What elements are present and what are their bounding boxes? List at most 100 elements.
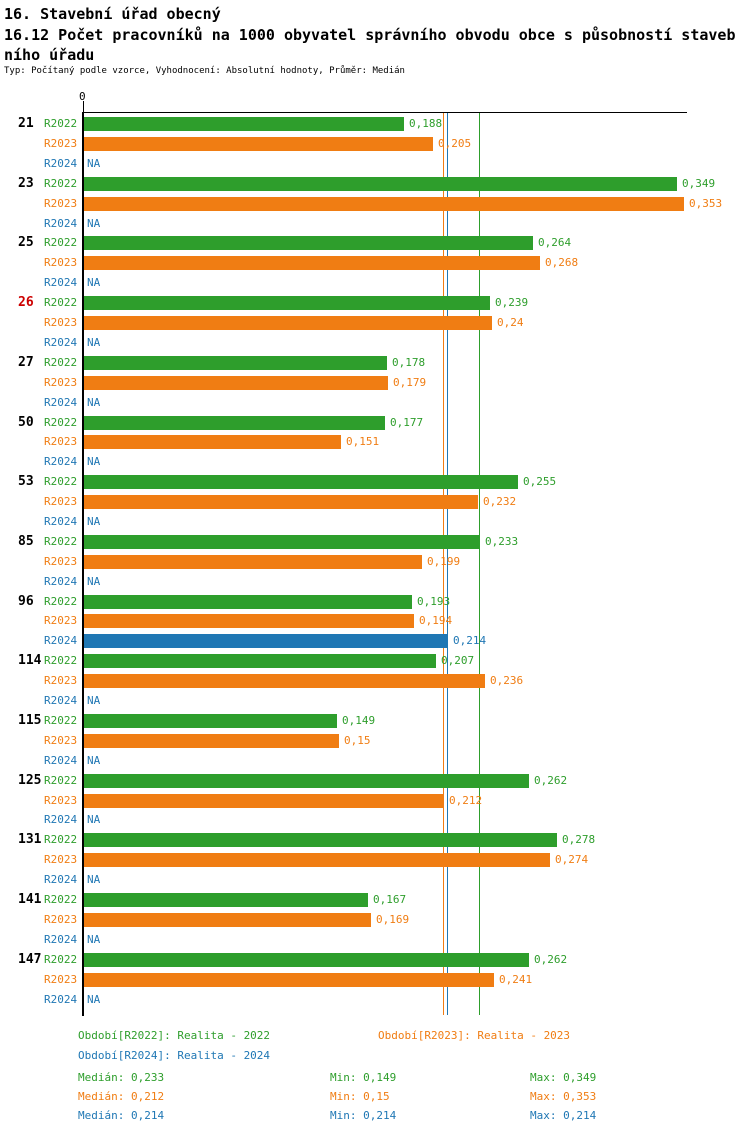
series-label-r2022: R2022 [44, 416, 78, 429]
stat-max-r2022: Max: 0,349 [530, 1071, 597, 1084]
bar-value-label: 0,262 [534, 774, 568, 787]
series-label-r2024: R2024 [44, 276, 78, 289]
na-label: NA [87, 157, 101, 170]
series-label-r2024: R2024 [44, 933, 78, 946]
na-label: NA [87, 754, 101, 767]
series-label-r2022: R2022 [44, 774, 78, 787]
series-label-r2022: R2022 [44, 654, 78, 667]
na-label: NA [87, 276, 101, 289]
stat-max-r2023: Max: 0,353 [530, 1090, 597, 1103]
bar-value-label: 0,239 [495, 296, 529, 309]
series-label-r2022: R2022 [44, 236, 78, 249]
bar-r2023 [84, 495, 478, 509]
bar-value-label: 0,151 [346, 435, 380, 448]
median-line-r2022 [479, 113, 480, 1015]
na-label: NA [87, 813, 101, 826]
series-label-r2022: R2022 [44, 893, 78, 906]
group-id-label: 114 [18, 653, 42, 668]
group-id-label: 50 [18, 415, 34, 430]
group-id-label: 85 [18, 534, 34, 549]
na-label: NA [87, 694, 101, 707]
bar-r2022 [84, 774, 529, 788]
series-label-r2023: R2023 [44, 614, 78, 627]
bar-r2023 [84, 674, 485, 688]
legend-r2024: Období[R2024]: Realita - 2024 [78, 1049, 271, 1062]
na-label: NA [87, 993, 101, 1006]
group-id-label: 23 [18, 176, 34, 191]
group-id-label: 141 [18, 892, 42, 907]
series-label-r2022: R2022 [44, 595, 78, 608]
series-label-r2024: R2024 [44, 873, 78, 886]
bar-value-label: 0,255 [523, 475, 557, 488]
na-label: NA [87, 575, 101, 588]
page-subtitle-line2: ního úřadu [4, 46, 95, 64]
series-label-r2024: R2024 [44, 813, 78, 826]
bar-r2022 [84, 117, 404, 131]
bar-value-label: 0,212 [449, 794, 483, 807]
page-subtitle-line1: 16.12 Počet pracovníků na 1000 obyvatel … [4, 26, 736, 44]
series-label-r2022: R2022 [44, 714, 78, 727]
na-label: NA [87, 217, 101, 230]
bar-r2023 [84, 435, 341, 449]
group-id-label: 115 [18, 713, 42, 728]
bar-r2022 [84, 236, 533, 250]
series-label-r2023: R2023 [44, 555, 78, 568]
series-label-r2023: R2023 [44, 973, 78, 986]
legend-r2022: Období[R2022]: Realita - 2022 [78, 1029, 271, 1042]
bar-value-label: 0,177 [390, 416, 424, 429]
group-id-label: 131 [18, 832, 42, 847]
bar-r2022 [84, 595, 412, 609]
bar-value-label: 0,207 [441, 654, 475, 667]
bar-r2022 [84, 714, 337, 728]
bar-r2023 [84, 614, 414, 628]
series-label-r2023: R2023 [44, 913, 78, 926]
stat-median-r2024: Medián: 0,214 [78, 1109, 165, 1122]
series-label-r2022: R2022 [44, 833, 78, 846]
group-id-label: 96 [18, 594, 34, 609]
bar-value-label: 0,262 [534, 953, 568, 966]
series-label-r2023: R2023 [44, 256, 78, 269]
bar-r2022 [84, 953, 529, 967]
group-id-label: 27 [18, 355, 34, 370]
bar-r2022 [84, 356, 387, 370]
bar-r2022 [84, 535, 480, 549]
bar-r2024 [84, 634, 448, 648]
series-label-r2022: R2022 [44, 117, 78, 130]
stat-max-r2024: Max: 0,214 [530, 1109, 597, 1122]
bar-r2023 [84, 973, 494, 987]
series-label-r2023: R2023 [44, 853, 78, 866]
group-id-label: 21 [18, 116, 34, 131]
group-id-label: 147 [18, 952, 42, 967]
stat-min-r2023: Min: 0,15 [330, 1090, 390, 1103]
series-label-r2023: R2023 [44, 316, 78, 329]
bar-value-label: 0,193 [417, 595, 451, 608]
bar-value-label: 0,349 [682, 177, 716, 190]
series-label-r2022: R2022 [44, 177, 78, 190]
bar-r2023 [84, 256, 540, 270]
stat-median-r2022: Medián: 0,233 [78, 1071, 165, 1084]
stat-median-r2023: Medián: 0,212 [78, 1090, 165, 1103]
na-label: NA [87, 933, 101, 946]
series-label-r2024: R2024 [44, 575, 78, 588]
bar-r2022 [84, 177, 677, 191]
series-label-r2023: R2023 [44, 137, 78, 150]
series-label-r2024: R2024 [44, 396, 78, 409]
bar-r2022 [84, 833, 557, 847]
axis-tick [83, 101, 84, 112]
bar-value-label: 0,205 [438, 137, 472, 150]
series-label-r2022: R2022 [44, 535, 78, 548]
bar-value-label: 0,199 [427, 555, 461, 568]
bar-value-label: 0,179 [393, 376, 427, 389]
series-label-r2022: R2022 [44, 953, 78, 966]
x-axis-line [83, 112, 687, 113]
series-label-r2023: R2023 [44, 376, 78, 389]
bar-r2023 [84, 137, 433, 151]
bar-r2023 [84, 316, 492, 330]
group-id-label: 25 [18, 235, 34, 250]
stat-min-r2024: Min: 0,214 [330, 1109, 397, 1122]
series-label-r2022: R2022 [44, 475, 78, 488]
series-label-r2023: R2023 [44, 734, 78, 747]
bar-r2023 [84, 853, 550, 867]
series-label-r2024: R2024 [44, 634, 78, 647]
